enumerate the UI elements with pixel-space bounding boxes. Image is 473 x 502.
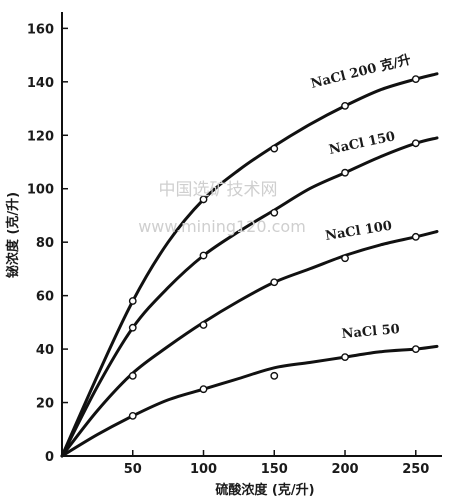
- data-point: [128, 323, 137, 332]
- watermark-title: 中国选矿技术网: [159, 180, 278, 200]
- markers: [128, 75, 420, 420]
- data-point: [128, 412, 137, 420]
- data-point: [128, 297, 137, 305]
- x-tick-label: 250: [402, 462, 429, 477]
- y-tick-label: 80: [36, 236, 54, 251]
- y-tick-label: 160: [27, 22, 54, 37]
- data-point: [411, 232, 420, 241]
- data-point: [341, 254, 349, 263]
- x-tick-label: 50: [124, 462, 142, 477]
- axes: [61, 12, 442, 457]
- series-label: NaCl 100: [324, 219, 393, 244]
- data-point: [341, 353, 349, 362]
- series-line: [60, 344, 439, 458]
- y-tick-label: 100: [27, 183, 54, 198]
- ticks: 0 20 40 60 80 100 120 140 160 50 100 150 200 250: [27, 22, 429, 477]
- data-point: [199, 321, 208, 329]
- data-point: [199, 195, 208, 204]
- y-tick-label: 20: [36, 397, 54, 412]
- y-tick-label: 0: [45, 450, 54, 465]
- y-tick-label: 60: [36, 290, 54, 305]
- series-line: [60, 136, 439, 458]
- watermark-url: www.mining120.com: [138, 217, 306, 236]
- y-tick-label: 120: [27, 129, 54, 144]
- y-tick-label: 140: [27, 76, 54, 91]
- data-point: [270, 144, 279, 153]
- series-label: NaCl 50: [341, 322, 400, 342]
- data-point: [411, 75, 420, 84]
- data-point: [341, 168, 349, 177]
- data-point: [199, 251, 208, 260]
- x-tick-label: 150: [261, 462, 288, 477]
- data-point: [411, 139, 420, 148]
- x-tick-label: 100: [190, 462, 217, 477]
- data-point: [411, 345, 420, 353]
- data-point: [341, 101, 349, 110]
- data-point: [270, 278, 279, 287]
- series-line: [60, 72, 439, 458]
- x-tick-label: 200: [331, 462, 358, 477]
- data-point: [128, 371, 137, 380]
- data-point: [199, 385, 208, 394]
- y-tick-label: 40: [36, 343, 54, 358]
- data-point: [270, 371, 279, 380]
- x-axis-label: 硫酸浓度 (克/升): [215, 482, 314, 498]
- data-point: [270, 208, 279, 217]
- y-axis-label: 铋浓度 (克/升): [5, 192, 21, 278]
